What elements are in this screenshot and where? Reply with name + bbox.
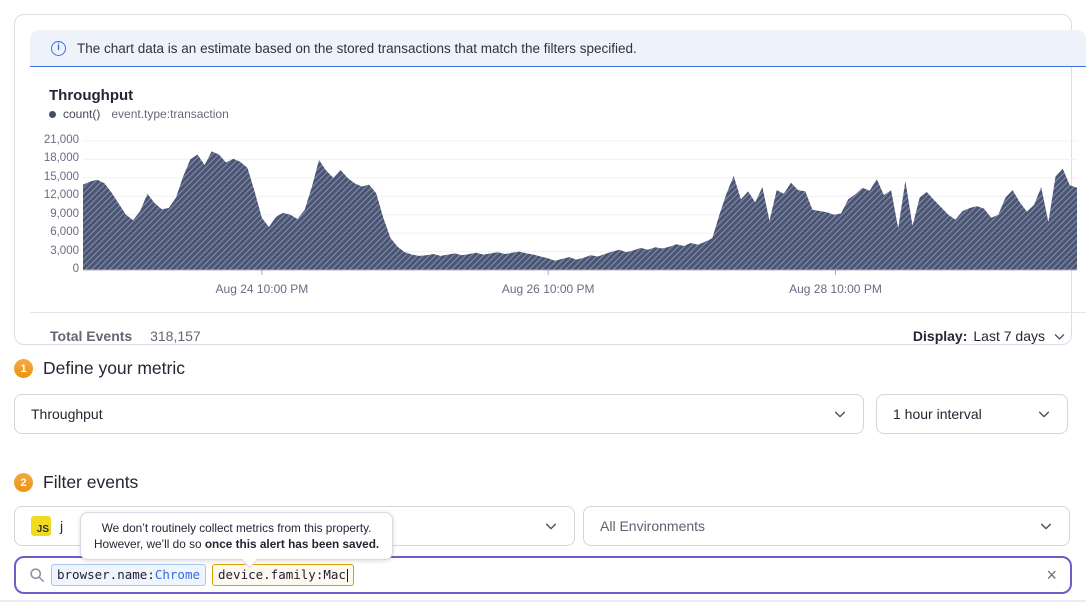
y-axis-tick-label: 15,000 (43, 170, 79, 183)
step-1-title: Define your metric (43, 358, 185, 378)
chevron-down-icon (1037, 407, 1051, 421)
tooltip-line-1: We don’t routinely collect metrics from … (101, 521, 372, 535)
x-axis-tick-label: Aug 26 10:00 PM (501, 282, 595, 296)
step-define-metric-heading: 1 Define your metric (14, 358, 185, 379)
filter-token-browser-name[interactable]: browser.name:Chrome (51, 564, 206, 586)
javascript-platform-icon: JS (31, 516, 51, 536)
metric-select-value: Throughput (31, 406, 103, 422)
chevron-down-icon (1053, 330, 1066, 343)
x-axis-tick-label: Aug 28 10:00 PM (789, 282, 882, 296)
environment-select-value: All Environments (600, 518, 706, 534)
chevron-down-icon (833, 407, 847, 421)
display-period-select[interactable]: Display: Last 7 days (913, 328, 1066, 344)
tooltip-line-2: However, we’ll do so once this alert has… (94, 537, 380, 551)
y-axis-tick-label: 9,000 (50, 207, 79, 220)
chevron-down-icon (544, 519, 558, 533)
total-events: Total Events 318,157 (50, 328, 201, 344)
y-axis-tick-label: 12,000 (43, 189, 79, 202)
metric-select[interactable]: Throughput (14, 394, 864, 434)
step-2-badge: 2 (14, 473, 33, 492)
legend-dot-icon (49, 110, 56, 118)
text-cursor (346, 568, 349, 582)
project-select-value: j (60, 518, 64, 534)
chevron-down-icon (1039, 519, 1053, 533)
step-1-badge: 1 (14, 359, 33, 378)
search-input[interactable]: browser.name:Chrome device.family:Mac × (14, 556, 1072, 594)
display-value: Last 7 days (973, 328, 1045, 344)
info-banner: i The chart data is an estimate based on… (30, 30, 1086, 67)
chart-card: i The chart data is an estimate based on… (14, 14, 1086, 345)
environment-select[interactable]: All Environments (583, 506, 1070, 546)
y-axis-tick-label: 21,000 (43, 134, 79, 146)
info-icon: i (51, 40, 66, 56)
divider (0, 600, 1086, 602)
search-icon (29, 567, 45, 583)
interval-select[interactable]: 1 hour interval (876, 394, 1068, 434)
banner-text: The chart data is an estimate based on t… (77, 40, 637, 56)
y-axis-tick-label: 3,000 (50, 244, 79, 257)
chart-footer: Total Events 318,157 Display: Last 7 day… (30, 312, 1086, 359)
step-2-title: Filter events (43, 472, 139, 492)
legend-query-label: event.type:transaction (111, 107, 229, 121)
step-filter-events-heading: 2 Filter events (14, 472, 138, 493)
display-label: Display: (912, 328, 968, 344)
interval-select-value: 1 hour interval (893, 406, 982, 422)
metric-collection-tooltip: We don’t routinely collect metrics from … (80, 512, 394, 568)
y-axis-tick-label: 18,000 (43, 152, 79, 165)
filter-token-device-family[interactable]: device.family:Mac (212, 564, 355, 586)
x-axis-tick-label: Aug 24 10:00 PM (215, 282, 309, 296)
chart-legend: count() event.type:transaction (49, 107, 229, 121)
total-events-label: Total Events (50, 328, 133, 344)
y-axis-tick-label: 0 (72, 263, 79, 275)
chart-title: Throughput (49, 87, 134, 104)
throughput-area-chart (83, 140, 1077, 275)
y-axis-tick-label: 6,000 (50, 226, 79, 239)
close-icon[interactable]: × (1046, 565, 1057, 585)
legend-series-label: count() (63, 107, 101, 121)
total-events-value: 318,157 (150, 328, 201, 344)
